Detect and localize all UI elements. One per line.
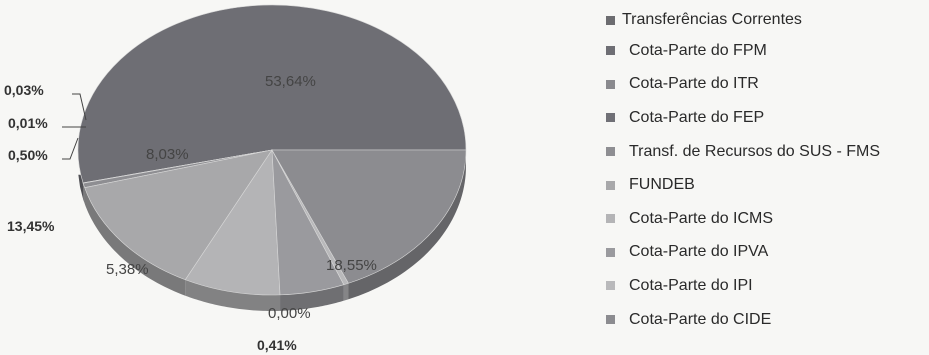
legend-label: Cota-Parte do ITR: [629, 75, 759, 93]
pie-slice: [271, 149, 467, 284]
legend-item: Cota-Parte do IPVA: [606, 236, 926, 270]
legend-label: Cota-Parte do FEP: [629, 108, 765, 126]
label-ipi: 0,41%: [257, 337, 297, 353]
legend-title-text: Transferências Correntes: [622, 11, 802, 28]
label-sus: 0,50%: [8, 147, 48, 163]
label-icms: 8,03%: [146, 146, 189, 163]
legend-title: Transferências Correntes: [606, 6, 926, 34]
pie-slice-side: [280, 284, 344, 311]
leader-lines: [62, 93, 87, 160]
pie-slice: [84, 149, 273, 281]
legend-item: Cota-Parte do IPI: [606, 269, 926, 303]
label-fpm: 53,64%: [265, 73, 316, 90]
legend-label: Cota-Parte do IPI: [629, 276, 753, 294]
legend-item: Cota-Parte do ITR: [606, 68, 926, 102]
label-fundeb: 13,45%: [7, 218, 55, 234]
pie-slice-side: [348, 154, 466, 300]
legend-swatch: [606, 247, 615, 257]
legend-swatch: [606, 214, 615, 224]
legend-label: Transf. de Recursos do SUS - FMS: [629, 142, 881, 160]
legend-item: Cota-Parte do FEP: [606, 101, 926, 135]
pie-slice-side: [343, 283, 349, 301]
legend-label: FUNDEB: [629, 176, 695, 194]
legend: Transferências Correntes Cota-Parte do F…: [606, 6, 926, 336]
legend-item: Cota-Parte do FPM: [606, 34, 926, 68]
legend-item: Transf. de Recursos do SUS - FMS: [606, 135, 926, 169]
pie-slices: [77, 4, 467, 311]
legend-label: Cota-Parte do FPM: [629, 41, 767, 59]
pie-slice-side: [185, 279, 281, 311]
legend-item: Cota-Parte do ICMS: [606, 202, 926, 236]
legend-swatch: [606, 113, 615, 123]
pie-slice-side: [83, 183, 85, 204]
leader-line: [72, 93, 87, 121]
legend-swatch: [606, 15, 615, 25]
leader-line: [62, 137, 79, 160]
legend-swatch: [606, 315, 615, 325]
label-zero: 0,00%: [268, 305, 311, 322]
legend-swatch: [606, 79, 615, 89]
label-fep: 0,01%: [8, 115, 48, 131]
label-cide: 18,55%: [326, 257, 377, 274]
legend-swatch: [606, 281, 615, 291]
label-ipva: 5,38%: [106, 261, 149, 278]
legend-swatch: [606, 46, 615, 56]
legend-label: Cota-Parte do IPVA: [629, 243, 769, 261]
legend-swatch: [606, 147, 615, 157]
label-itr: 0,03%: [4, 82, 44, 98]
legend-swatch: [606, 180, 615, 190]
legend-label: Cota-Parte do CIDE: [629, 310, 772, 328]
legend-item: FUNDEB: [606, 168, 926, 202]
pie-chart: 53,64% 0,03% 0,01% 0,50% 13,45% 8,03% 5,…: [4, 4, 467, 353]
legend-item: Cota-Parte do CIDE: [606, 303, 926, 337]
pie-slice: [184, 149, 281, 296]
legend-label: Cota-Parte do ICMS: [629, 209, 774, 227]
